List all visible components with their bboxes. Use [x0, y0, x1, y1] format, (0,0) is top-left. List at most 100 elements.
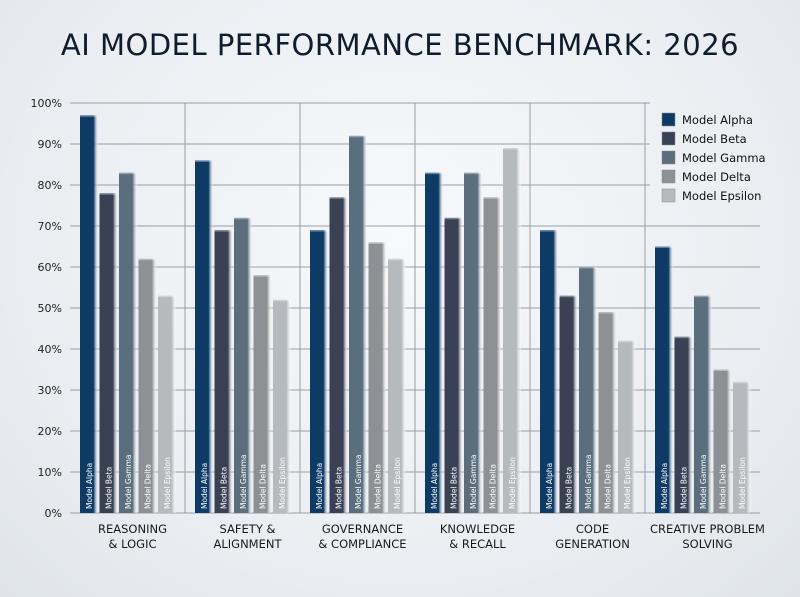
legend-label: Model Delta [682, 170, 751, 184]
y-tick-label: 20% [38, 425, 62, 438]
bar-label: Model Alpha [545, 463, 554, 509]
bar-top-face [444, 217, 463, 220]
bar-label: Model Beta [335, 467, 344, 509]
bar-model-gamma [694, 295, 712, 513]
bar-model-alpha [425, 172, 443, 513]
bar-model-delta [713, 369, 732, 513]
bar-top-face [119, 172, 137, 175]
bar-top-face [234, 217, 252, 220]
bar-label: Model Delta [719, 464, 728, 509]
bar-label: Model Gamma [354, 454, 363, 509]
category-label: ALIGNMENT [214, 537, 283, 551]
bar-label: Model Delta [259, 464, 268, 509]
bar-top-face [214, 230, 233, 232]
bar-top-face [388, 258, 406, 261]
bar-top-face [310, 230, 328, 232]
bar-model-beta [99, 193, 118, 513]
category-label: KNOWLEDGE [440, 522, 515, 536]
bar-label: Model Beta [220, 467, 229, 509]
bar-label: Model Alpha [315, 463, 324, 509]
bar-label: Model Alpha [200, 463, 209, 509]
bar-label: Model Gamma [584, 454, 593, 509]
bar-top-face [503, 148, 521, 150]
bar-label: Model Delta [374, 464, 383, 509]
bar-model-gamma [579, 267, 597, 513]
bar-label: Model Alpha [85, 463, 94, 509]
bar-label: Model Delta [604, 464, 613, 509]
bar-model-gamma [349, 135, 367, 514]
bar-top-face [540, 230, 558, 232]
bar-label: Model Epsilon [393, 457, 402, 509]
legend-swatch [661, 188, 676, 203]
bar-label: Model Gamma [124, 454, 133, 509]
bar-top-face [579, 267, 597, 269]
bar-top-face [464, 172, 482, 175]
bar-model-alpha [195, 160, 213, 513]
category-label: & LOGIC [108, 537, 156, 551]
bar-label: Model Gamma [239, 454, 248, 509]
category-label: SAFETY & [220, 522, 276, 536]
y-tick-label: 100% [31, 97, 62, 110]
bar-label: Model Epsilon [623, 457, 632, 509]
y-tick-label: 0% [45, 507, 62, 520]
legend-swatch [661, 169, 676, 184]
bar-model-alpha [655, 246, 673, 513]
legend-swatch [661, 150, 676, 165]
bar-top-face [618, 340, 636, 343]
bar-top-face [329, 197, 348, 199]
y-tick-label: 30% [38, 384, 62, 397]
bar-model-epsilon [158, 295, 176, 513]
bar-model-epsilon [503, 148, 521, 513]
category-label: & RECALL [449, 537, 506, 551]
bar-label: Model Alpha [430, 463, 439, 509]
bar-label: Model Beta [565, 467, 574, 509]
category-label: REASONING [98, 522, 167, 536]
bar-model-alpha [540, 230, 558, 513]
bar-top-face [253, 275, 272, 277]
y-tick-label: 40% [38, 343, 62, 356]
category-label: GOVERNANCE [322, 522, 403, 536]
bar-model-beta [444, 217, 463, 514]
bar-top-face [655, 246, 673, 248]
bar-model-delta [368, 242, 387, 513]
bar-model-alpha [310, 230, 328, 513]
legend-label: Model Beta [682, 132, 747, 146]
bar-label: Model Beta [680, 467, 689, 509]
legend-swatch [661, 112, 676, 127]
bar-model-beta [559, 295, 578, 513]
bar-top-face [483, 197, 502, 199]
bar-top-face [733, 381, 751, 384]
bar-label: Model Beta [450, 467, 459, 509]
legend-label: Model Epsilon [682, 189, 761, 203]
bar-label: Model Gamma [469, 454, 478, 509]
bar-label: Model Gamma [699, 454, 708, 509]
bar-top-face [99, 193, 118, 195]
y-tick-label: 90% [38, 138, 62, 151]
bar-top-face [349, 135, 367, 138]
bar-model-beta [329, 197, 348, 514]
bar-model-epsilon [388, 258, 406, 513]
bar-label: Model Delta [144, 464, 153, 509]
y-tick-label: 70% [38, 220, 62, 233]
bar-top-face [674, 336, 693, 339]
bar-label: Model Epsilon [278, 457, 287, 509]
category-label: & COMPLIANCE [318, 537, 406, 551]
category-label: CODE [576, 522, 609, 536]
bar-top-face [158, 295, 176, 298]
bar-top-face [138, 258, 157, 261]
bar-model-beta [674, 336, 693, 513]
y-tick-label: 50% [38, 302, 62, 315]
bar-model-delta [253, 275, 272, 513]
chart-title: AI MODEL PERFORMANCE BENCHMARK: 2026 [60, 28, 740, 62]
bar-model-delta [598, 312, 617, 513]
bar-top-face [694, 295, 712, 298]
category-label: SOLVING [682, 537, 732, 551]
bar-model-epsilon [273, 299, 291, 513]
bar-top-face [368, 242, 387, 244]
bar-model-gamma [119, 172, 137, 513]
bar-model-gamma [234, 217, 252, 514]
bar-model-epsilon [618, 340, 636, 513]
bar-label: Model Delta [489, 464, 498, 509]
bar-top-face [195, 160, 213, 162]
